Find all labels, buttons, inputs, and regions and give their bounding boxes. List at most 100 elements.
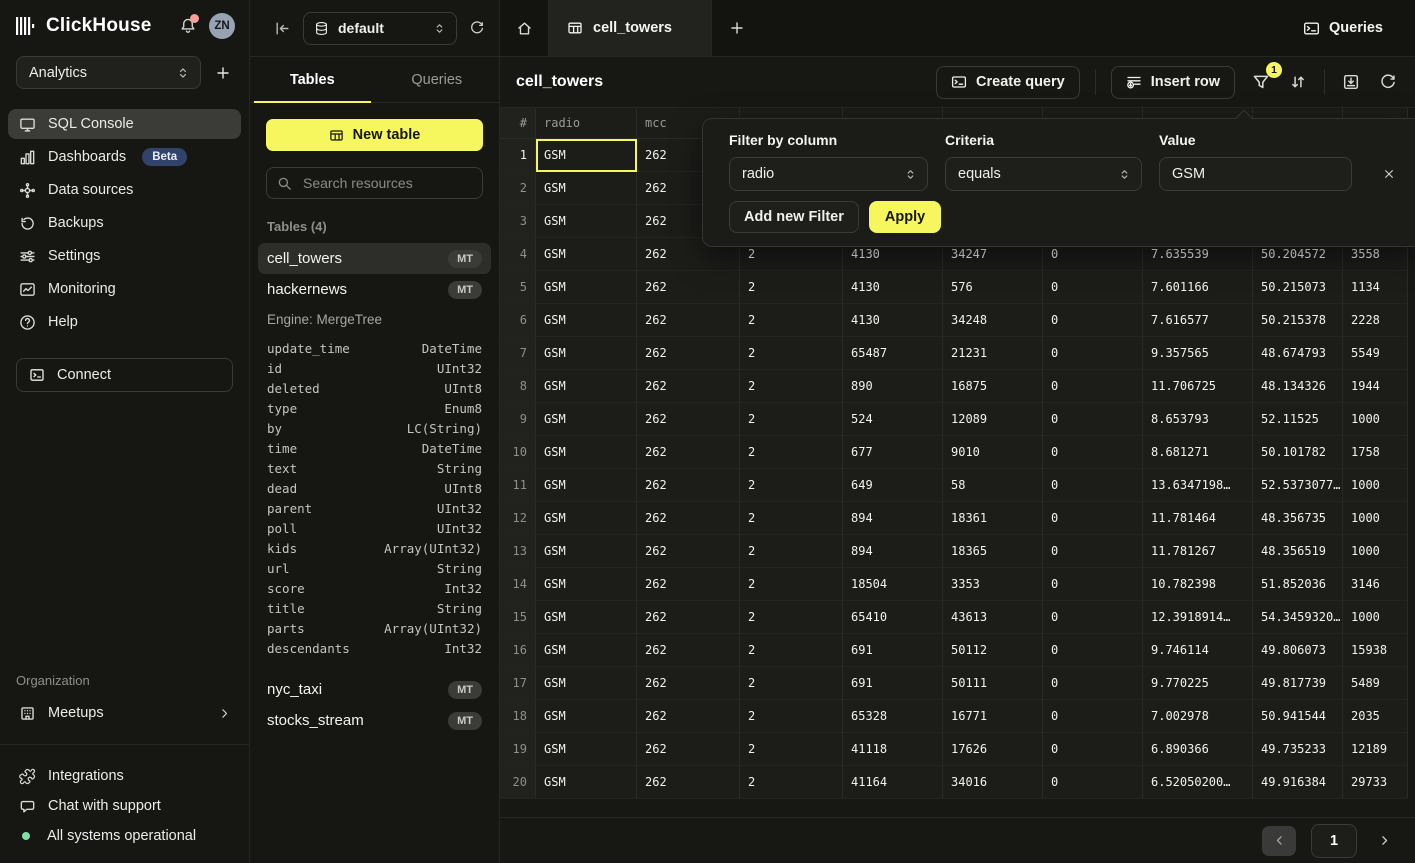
- queries-button[interactable]: Queries: [1297, 19, 1389, 38]
- table-cell[interactable]: 2: [740, 436, 843, 469]
- table-cell[interactable]: GSM: [536, 535, 637, 568]
- row-number-cell[interactable]: 14: [500, 568, 536, 601]
- table-cell[interactable]: 11.781464: [1143, 502, 1253, 535]
- table-item-nyc-taxi[interactable]: nyc_taxi MT: [258, 674, 491, 705]
- table-cell[interactable]: 52.5373077…: [1253, 469, 1343, 502]
- table-cell[interactable]: 0: [1043, 700, 1143, 733]
- table-cell[interactable]: 5549: [1343, 337, 1408, 370]
- table-cell[interactable]: 50.101782: [1253, 436, 1343, 469]
- table-cell[interactable]: 11.706725: [1143, 370, 1253, 403]
- table-cell[interactable]: 0: [1043, 403, 1143, 436]
- table-cell[interactable]: 15938: [1343, 634, 1408, 667]
- table-cell[interactable]: 0: [1043, 733, 1143, 766]
- sidebar-item-data-sources[interactable]: Data sources: [8, 175, 241, 205]
- notifications-bell-icon[interactable]: [179, 14, 199, 35]
- table-cell[interactable]: 10.782398: [1143, 568, 1253, 601]
- table-cell[interactable]: GSM: [536, 502, 637, 535]
- table-cell[interactable]: 691: [843, 667, 943, 700]
- row-number-cell[interactable]: 15: [500, 601, 536, 634]
- table-cell[interactable]: 262: [637, 568, 740, 601]
- table-cell[interactable]: 2: [740, 271, 843, 304]
- sidebar-item-dashboards[interactable]: Dashboards Beta: [8, 142, 241, 172]
- table-cell[interactable]: 262: [637, 469, 740, 502]
- table-cell[interactable]: 2: [740, 370, 843, 403]
- table-cell[interactable]: 576: [943, 271, 1043, 304]
- table-cell[interactable]: GSM: [536, 733, 637, 766]
- table-cell[interactable]: GSM: [536, 139, 637, 172]
- table-cell[interactable]: 677: [843, 436, 943, 469]
- row-number-cell[interactable]: 16: [500, 634, 536, 667]
- table-cell[interactable]: 524: [843, 403, 943, 436]
- table-cell[interactable]: GSM: [536, 700, 637, 733]
- table-cell[interactable]: 9.770225: [1143, 667, 1253, 700]
- table-cell[interactable]: 49.806073: [1253, 634, 1343, 667]
- table-cell[interactable]: 9.357565: [1143, 337, 1253, 370]
- table-cell[interactable]: 8.653793: [1143, 403, 1253, 436]
- table-cell[interactable]: 262: [637, 766, 740, 799]
- table-cell[interactable]: 0: [1043, 502, 1143, 535]
- table-cell[interactable]: 2: [740, 502, 843, 535]
- table-cell[interactable]: GSM: [536, 568, 637, 601]
- table-cell[interactable]: GSM: [536, 238, 637, 271]
- table-cell[interactable]: GSM: [536, 469, 637, 502]
- download-button[interactable]: [1340, 71, 1362, 93]
- table-cell[interactable]: 2: [740, 601, 843, 634]
- create-query-button[interactable]: Create query: [936, 65, 1080, 99]
- table-cell[interactable]: 48.674793: [1253, 337, 1343, 370]
- table-cell[interactable]: 0: [1043, 337, 1143, 370]
- sidebar-item-backups[interactable]: Backups: [8, 208, 241, 238]
- table-cell[interactable]: 48.356519: [1253, 535, 1343, 568]
- table-cell[interactable]: 12.3918914…: [1143, 601, 1253, 634]
- table-cell[interactable]: 18504: [843, 568, 943, 601]
- table-cell[interactable]: 43613: [943, 601, 1043, 634]
- sidebar-item-integrations[interactable]: Integrations: [0, 761, 249, 791]
- table-cell[interactable]: 2: [740, 535, 843, 568]
- table-cell[interactable]: 2: [740, 766, 843, 799]
- new-tab-button[interactable]: [712, 0, 762, 56]
- table-cell[interactable]: 16771: [943, 700, 1043, 733]
- sidebar-item-chat-support[interactable]: Chat with support: [0, 791, 249, 821]
- table-cell[interactable]: GSM: [536, 172, 637, 205]
- collapse-panel-icon[interactable]: [274, 20, 291, 37]
- table-cell[interactable]: 65328: [843, 700, 943, 733]
- row-number-cell[interactable]: 19: [500, 733, 536, 766]
- table-cell[interactable]: GSM: [536, 205, 637, 238]
- user-avatar[interactable]: ZN: [209, 13, 235, 39]
- table-cell[interactable]: 2: [740, 733, 843, 766]
- table-cell[interactable]: 0: [1043, 271, 1143, 304]
- table-cell[interactable]: 18361: [943, 502, 1043, 535]
- table-cell[interactable]: 9010: [943, 436, 1043, 469]
- table-cell[interactable]: 890: [843, 370, 943, 403]
- table-cell[interactable]: GSM: [536, 667, 637, 700]
- sort-button[interactable]: [1287, 71, 1309, 93]
- table-cell[interactable]: 3146: [1343, 568, 1408, 601]
- clickhouse-logo[interactable]: ClickHouse: [16, 15, 151, 37]
- filter-column-select[interactable]: radio: [729, 157, 928, 191]
- table-cell[interactable]: 691: [843, 634, 943, 667]
- table-cell[interactable]: 0: [1043, 667, 1143, 700]
- table-cell[interactable]: 41164: [843, 766, 943, 799]
- table-cell[interactable]: 5489: [1343, 667, 1408, 700]
- add-workspace-button[interactable]: [209, 61, 237, 85]
- row-number-cell[interactable]: 1: [500, 139, 536, 172]
- table-cell[interactable]: 0: [1043, 766, 1143, 799]
- table-cell[interactable]: 0: [1043, 436, 1143, 469]
- previous-page-button[interactable]: [1262, 825, 1296, 856]
- table-cell[interactable]: 262: [637, 403, 740, 436]
- table-cell[interactable]: 262: [637, 436, 740, 469]
- table-cell[interactable]: 48.356735: [1253, 502, 1343, 535]
- table-cell[interactable]: 2: [740, 403, 843, 436]
- apply-filter-button[interactable]: Apply: [868, 201, 942, 233]
- table-cell[interactable]: 48.134326: [1253, 370, 1343, 403]
- table-cell[interactable]: 13.6347198…: [1143, 469, 1253, 502]
- table-cell[interactable]: 49.916384: [1253, 766, 1343, 799]
- table-cell[interactable]: GSM: [536, 601, 637, 634]
- table-cell[interactable]: 262: [637, 304, 740, 337]
- table-cell[interactable]: 12189: [1343, 733, 1408, 766]
- row-number-cell[interactable]: 9: [500, 403, 536, 436]
- table-cell[interactable]: 0: [1043, 634, 1143, 667]
- table-cell[interactable]: 52.11525: [1253, 403, 1343, 436]
- table-cell[interactable]: 50.215378: [1253, 304, 1343, 337]
- table-cell[interactable]: 7.002978: [1143, 700, 1253, 733]
- table-cell[interactable]: 1000: [1343, 469, 1408, 502]
